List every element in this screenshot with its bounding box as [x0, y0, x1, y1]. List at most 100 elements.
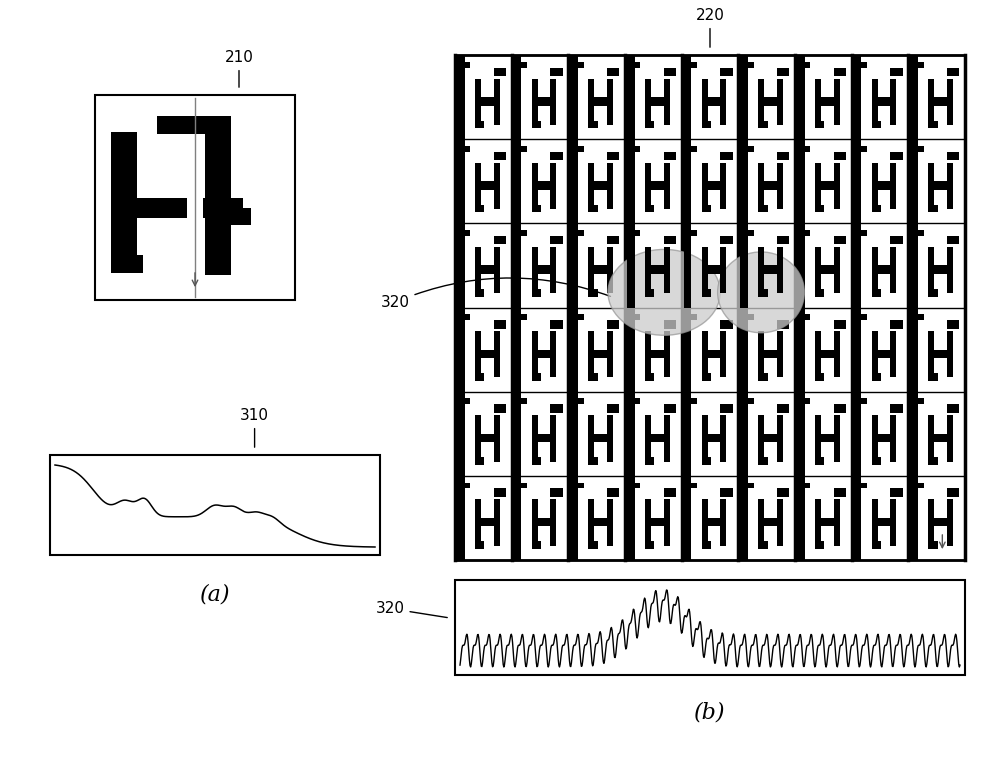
Bar — [645, 247, 651, 293]
Bar — [834, 236, 846, 244]
Bar — [664, 236, 676, 244]
Bar — [815, 182, 840, 190]
Bar — [550, 415, 556, 462]
Bar — [928, 542, 938, 549]
Bar — [890, 247, 896, 293]
Bar — [702, 121, 711, 128]
Bar — [457, 307, 465, 391]
Bar — [805, 230, 810, 236]
Bar — [645, 79, 651, 125]
Bar — [664, 404, 676, 413]
Bar — [532, 79, 538, 125]
Bar — [702, 542, 711, 549]
Bar — [872, 542, 881, 549]
Bar — [607, 152, 619, 160]
Bar — [645, 182, 670, 190]
Text: (b): (b) — [694, 702, 726, 724]
Bar — [532, 182, 556, 190]
Bar — [720, 331, 726, 378]
Bar — [758, 266, 783, 274]
Bar — [588, 433, 613, 443]
Bar — [588, 97, 613, 105]
Bar — [834, 152, 846, 160]
Bar — [588, 163, 594, 209]
Bar — [494, 331, 500, 378]
Bar — [635, 62, 640, 68]
Bar — [588, 204, 598, 212]
Bar — [465, 146, 470, 152]
Text: 320: 320 — [380, 278, 610, 310]
Bar — [758, 433, 783, 443]
Bar — [777, 247, 783, 293]
Bar — [588, 349, 613, 358]
Bar — [928, 204, 938, 212]
Bar — [910, 307, 918, 391]
Bar — [748, 146, 754, 152]
Bar — [815, 349, 840, 358]
Bar — [758, 289, 768, 297]
Bar — [928, 266, 953, 274]
Bar — [805, 482, 810, 488]
Bar — [205, 115, 231, 275]
Bar — [834, 163, 840, 209]
Bar — [702, 500, 708, 546]
Bar — [691, 230, 697, 236]
Bar — [815, 457, 824, 465]
Bar — [890, 163, 896, 209]
Bar — [702, 247, 708, 293]
Bar — [890, 404, 903, 413]
Bar — [570, 139, 578, 224]
Bar — [777, 68, 789, 76]
Bar — [872, 163, 878, 209]
Bar — [872, 247, 878, 293]
Bar — [550, 79, 556, 125]
Bar — [815, 266, 840, 274]
Bar — [720, 488, 733, 497]
Bar — [702, 518, 726, 526]
Bar — [758, 247, 764, 293]
Bar — [550, 247, 556, 293]
Bar — [684, 307, 691, 391]
Bar — [872, 415, 878, 462]
Bar — [645, 433, 670, 443]
Bar — [918, 314, 924, 320]
Bar — [645, 289, 654, 297]
Bar — [872, 289, 881, 297]
Bar — [95, 95, 295, 300]
Bar — [758, 266, 783, 274]
Bar — [720, 500, 726, 546]
Bar — [532, 247, 538, 293]
Bar — [910, 139, 918, 224]
Bar — [532, 204, 541, 212]
Text: 210: 210 — [225, 50, 253, 87]
Bar — [720, 320, 733, 329]
Bar — [514, 307, 521, 391]
Bar — [645, 500, 651, 546]
Bar — [550, 320, 563, 329]
Bar — [918, 62, 924, 68]
Bar — [645, 266, 670, 274]
Bar — [797, 391, 805, 476]
Bar — [890, 415, 896, 462]
Bar — [532, 266, 556, 274]
Bar — [635, 482, 640, 488]
Bar — [645, 349, 670, 358]
Bar — [645, 331, 651, 378]
Bar — [645, 204, 654, 212]
Bar — [514, 139, 521, 224]
Bar — [872, 518, 896, 526]
Bar — [928, 415, 934, 462]
Bar — [834, 488, 846, 497]
Ellipse shape — [718, 252, 804, 333]
Bar — [550, 152, 563, 160]
Bar — [834, 320, 846, 329]
Bar — [854, 224, 861, 307]
Bar — [947, 247, 953, 293]
Bar — [748, 482, 754, 488]
Bar — [815, 163, 821, 209]
Bar — [645, 121, 654, 128]
Bar — [872, 331, 878, 378]
Bar — [928, 457, 938, 465]
Bar — [627, 307, 635, 391]
Bar — [805, 62, 810, 68]
